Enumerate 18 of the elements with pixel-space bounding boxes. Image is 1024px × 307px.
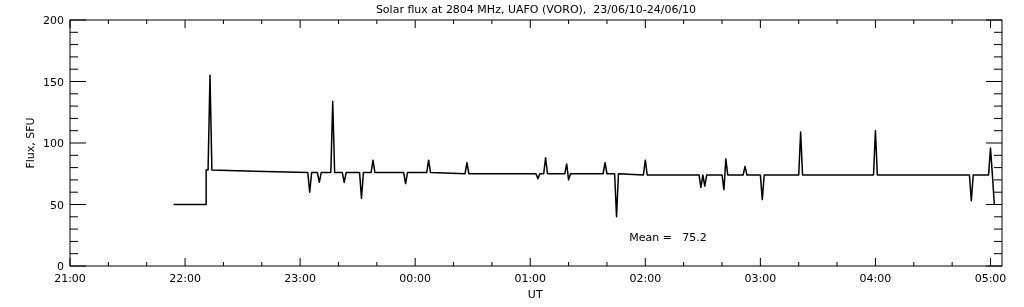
x-tick-label: 01:00	[514, 272, 547, 285]
x-tick-label: 23:00	[284, 272, 316, 285]
x-tick-label: 05:00	[974, 272, 1007, 285]
chart-title: Solar flux at 2804 MHz, UAFO (VORO), 23/06/10-24/06/10	[375, 3, 697, 16]
y-tick-label: 0	[57, 260, 64, 273]
x-tick-label: 03:00	[744, 272, 777, 285]
x-tick-label: 04:00	[859, 272, 892, 285]
y-tick-label: 200	[43, 14, 64, 27]
x-axis-title: UT	[527, 288, 543, 301]
annotation: Mean = 75.2	[629, 231, 707, 244]
x-tick-label: 21:00	[54, 272, 86, 285]
y-axis-title: Flux, SFU	[24, 117, 37, 169]
y-tick-label: 50	[50, 198, 64, 212]
x-tick-label: 00:00	[399, 272, 432, 285]
x-tick-label: 02:00	[629, 272, 662, 285]
y-tick-label: 100	[43, 137, 64, 150]
y-tick-label: 150	[43, 75, 64, 89]
x-tick-label: 22:00	[169, 272, 201, 285]
